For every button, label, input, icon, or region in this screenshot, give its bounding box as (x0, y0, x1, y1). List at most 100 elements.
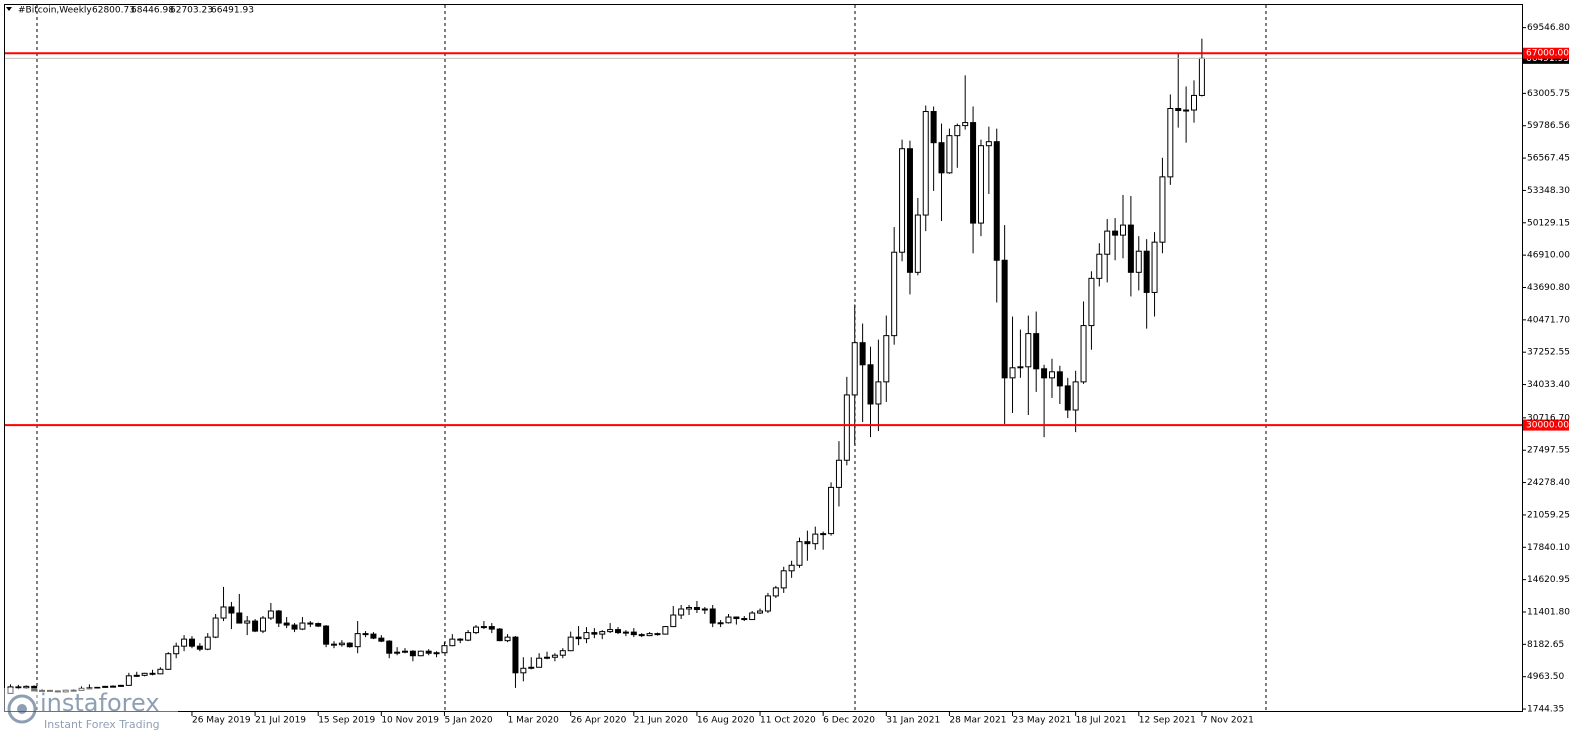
candle-body (196, 645, 203, 650)
candle-body (1080, 325, 1087, 383)
candle-body (1001, 259, 1008, 379)
candle-body (102, 685, 109, 688)
candle-body (1104, 230, 1111, 255)
x-tick-label: 18 Jul 2021 (1076, 716, 1127, 726)
candle-body (252, 620, 259, 632)
candle-body (212, 617, 219, 638)
candle-body (615, 629, 622, 634)
candle-body (749, 612, 756, 621)
watermark-bg (0, 688, 178, 732)
x-tick-label: 12 Sep 2021 (1139, 716, 1196, 726)
candle-body (930, 111, 937, 144)
candle-body (686, 606, 693, 610)
candle-body (622, 631, 629, 634)
candle-body (591, 632, 598, 635)
candle-body (259, 617, 266, 632)
y-tick-label: 50129.15 (1527, 218, 1570, 228)
candle-body (544, 656, 551, 659)
candle-body (338, 642, 345, 646)
candle-body (1135, 250, 1142, 273)
candle-body (725, 616, 732, 624)
candle-body (741, 618, 748, 621)
candle-body (812, 533, 819, 545)
candle-body (835, 459, 842, 488)
candle-body (504, 636, 511, 642)
candle-body (386, 640, 393, 654)
watermark: instaforex Instant Forex Trading (0, 688, 178, 732)
y-tick-label: 37252.55 (1527, 348, 1570, 358)
symbol-marker (6, 7, 12, 11)
candle-body (346, 642, 353, 648)
y-tick-label: 69546.80 (1527, 23, 1570, 33)
candle-body (733, 616, 740, 620)
x-tick-label: 15 Sep 2019 (318, 716, 375, 726)
x-tick-label: 26 May 2019 (192, 716, 251, 726)
candle-body (228, 606, 235, 614)
candle-body (165, 653, 172, 670)
y-tick-label: 56567.45 (1527, 154, 1570, 164)
candle-body (567, 636, 574, 652)
candle-body (94, 686, 101, 689)
candle-body (1198, 57, 1205, 96)
candle-body (181, 638, 188, 647)
candle-body (236, 612, 243, 624)
candle-body (23, 685, 30, 689)
candle-body (188, 638, 195, 647)
level-box (1523, 419, 1569, 431)
y-tick-label: 34033.40 (1527, 380, 1570, 390)
candle-body (914, 214, 921, 273)
candle-body (820, 533, 827, 536)
x-tick-label: 16 Aug 2020 (697, 716, 755, 726)
candle-body (520, 667, 527, 674)
candle-body (551, 654, 558, 658)
candle-body (473, 626, 480, 634)
candle-body (780, 570, 787, 589)
candle-body (1064, 385, 1071, 411)
candle-body (370, 633, 377, 639)
candle-body (701, 608, 708, 611)
y-tick-label: 40471.70 (1527, 315, 1570, 325)
candle-body (796, 541, 803, 566)
candle-body (646, 633, 653, 637)
candle-body (31, 685, 38, 692)
candle-body (362, 633, 369, 636)
candle-body (804, 541, 811, 545)
candle-body (985, 141, 992, 147)
candle-body (788, 564, 795, 572)
x-tick-label: 7 Nov 2021 (1202, 716, 1254, 726)
candle-body (39, 689, 46, 692)
level-label: 30000.00 (1526, 421, 1569, 431)
candle-body (307, 622, 314, 625)
x-tick-label: 5 Jan 2020 (444, 716, 492, 726)
candle-body (828, 486, 835, 535)
candle-body (125, 675, 132, 686)
candle-body (638, 634, 645, 637)
candle-body (559, 650, 566, 656)
plot-frame (4, 4, 1523, 712)
watermark-subtitle: Instant Forex Trading (44, 718, 160, 731)
candle-body (1119, 224, 1126, 236)
candle-body (449, 638, 456, 647)
candle-body (220, 606, 227, 619)
candle-body (1088, 277, 1095, 327)
candle-body (899, 148, 906, 253)
candle-body (654, 633, 661, 636)
candle-body (117, 684, 124, 687)
candle-body (244, 620, 251, 624)
y-tick-label: 21059.25 (1527, 510, 1570, 520)
candle-body (433, 652, 440, 655)
candle-body (1041, 368, 1048, 379)
candle-body (402, 650, 408, 653)
y-tick-label: 53348.30 (1527, 186, 1570, 196)
candle-body (970, 122, 977, 224)
candle-body (599, 631, 606, 635)
candle-body (859, 342, 866, 366)
candle-body (1017, 366, 1024, 369)
x-tick-label: 21 Jul 2019 (255, 716, 306, 726)
candle-body (1048, 371, 1055, 379)
candle-body (1096, 253, 1103, 279)
candle-body (1112, 230, 1119, 236)
x-tick-label: 26 Apr 2020 (571, 716, 627, 726)
